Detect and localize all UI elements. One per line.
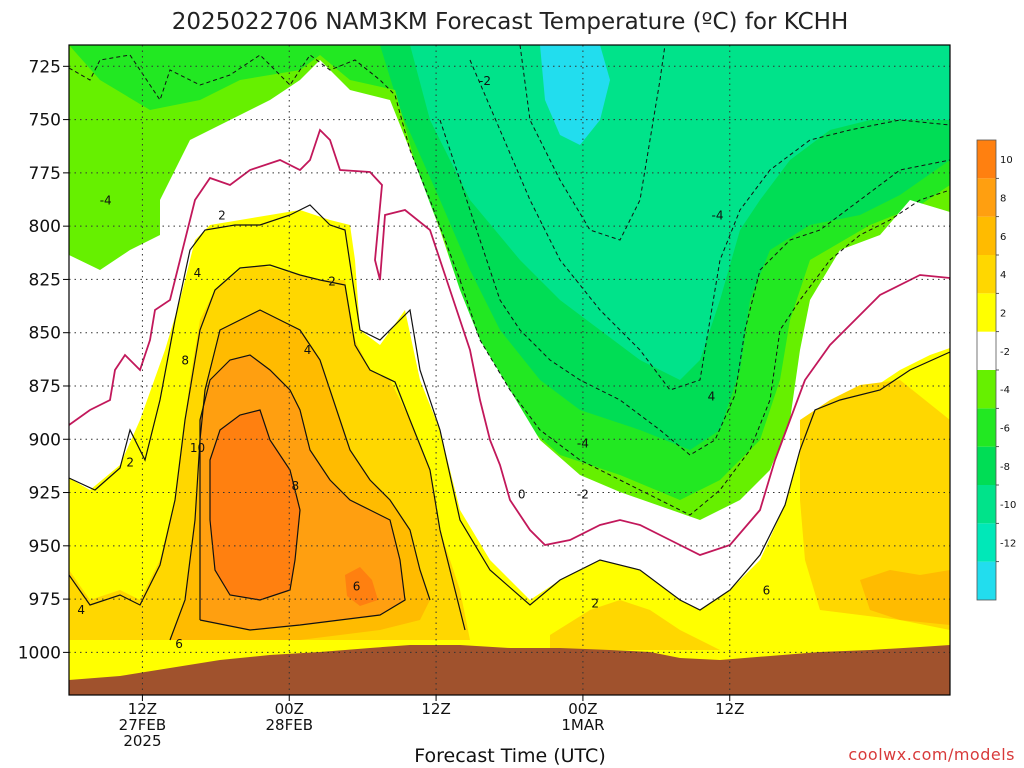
contour-plus-8 bbox=[199, 354, 406, 631]
y-tick-label: 825 bbox=[29, 270, 61, 290]
contour-label: -4 bbox=[100, 194, 112, 208]
colorbar-swatch bbox=[977, 140, 996, 179]
contour-label: 2 bbox=[591, 596, 599, 610]
contour-label: 8 bbox=[181, 353, 189, 367]
x-tick-label: 1MAR bbox=[561, 716, 604, 734]
x-tick-label: 2025 bbox=[123, 732, 161, 750]
contour-label: 8 bbox=[292, 479, 300, 493]
colorbar: 10 8 6 4 2 -2 -4 -6 -8 -10 -12 bbox=[976, 139, 1016, 601]
chart-title: 2025022706 NAM3KM Forecast Temperature (… bbox=[172, 9, 849, 35]
colorbar-swatch bbox=[977, 331, 996, 370]
colorbar-swatch bbox=[977, 178, 996, 217]
y-tick-label: 725 bbox=[29, 57, 61, 77]
x-tick-label: 12Z bbox=[421, 700, 450, 718]
contour-label: 4 bbox=[304, 343, 312, 357]
grid-lines bbox=[69, 45, 950, 695]
y-tick-label: 750 bbox=[29, 111, 61, 131]
contour-label: 4 bbox=[194, 266, 202, 280]
colorbar-tick-label: -10 bbox=[1000, 500, 1016, 511]
x-tick-label: 00Z bbox=[275, 700, 304, 718]
colorbar-tick-label: 6 bbox=[1000, 232, 1006, 243]
colorbar-tick-label: -2 bbox=[1000, 347, 1010, 358]
temperature-field bbox=[69, 45, 950, 695]
contour-minus-4 bbox=[439, 119, 950, 456]
colorbar-tick-label: -12 bbox=[1000, 539, 1016, 550]
contour-label: -2 bbox=[479, 74, 491, 88]
band-plus-6-right bbox=[860, 570, 950, 625]
y-tick-label: 950 bbox=[29, 537, 61, 557]
colorbar-tick-label: 10 bbox=[1000, 155, 1013, 166]
band-plus-4-lower bbox=[550, 600, 720, 650]
plot-frame bbox=[68, 44, 951, 696]
colorbar-swatch bbox=[977, 408, 996, 447]
contour-plus-6 bbox=[169, 309, 431, 641]
colorbar-tick-label: -6 bbox=[1000, 424, 1010, 435]
x-tick-label: 28FEB bbox=[266, 716, 313, 734]
colorbar-swatch bbox=[977, 446, 996, 485]
contour-label: 4 bbox=[708, 390, 716, 404]
y-tick-label: 900 bbox=[29, 430, 61, 450]
contour-zero bbox=[69, 128, 950, 556]
colorbar-tick-label: 4 bbox=[1000, 270, 1006, 281]
colorbar-tick-label: 8 bbox=[1000, 194, 1006, 205]
y-tick-label: 875 bbox=[29, 377, 61, 397]
contour-label: 2 bbox=[328, 275, 336, 289]
terrain bbox=[69, 645, 950, 695]
colorbar-swatch bbox=[977, 255, 996, 294]
y-tick-label: 850 bbox=[29, 324, 61, 344]
contour-label: 2 bbox=[218, 208, 226, 222]
colorbar-swatch bbox=[977, 293, 996, 332]
contour-label: -2 bbox=[577, 488, 589, 502]
contour-minus-8 bbox=[519, 45, 666, 241]
contour-minus-6 bbox=[469, 59, 950, 391]
contour-plus-4 bbox=[69, 264, 466, 631]
contour-label: -4 bbox=[712, 208, 724, 222]
contour-label: -4 bbox=[577, 437, 589, 451]
band-plus-10 bbox=[210, 410, 300, 600]
contour-label: 4 bbox=[77, 603, 85, 617]
contour-plus-10 bbox=[209, 409, 301, 601]
band-plus-4-right bbox=[800, 380, 950, 630]
band-plus-10-b bbox=[345, 567, 378, 606]
x-tick-label: 00Z bbox=[568, 700, 597, 718]
colorbar-tick-label: 2 bbox=[1000, 309, 1006, 320]
y-tick-label: 1000 bbox=[18, 643, 61, 663]
contour-label: 6 bbox=[353, 579, 361, 593]
colorbar-swatch bbox=[977, 523, 996, 562]
y-tick-label: 775 bbox=[29, 164, 61, 184]
colorbar-swatch bbox=[977, 370, 996, 409]
y-tick-label: 800 bbox=[29, 217, 61, 237]
contour-minus-2 bbox=[69, 54, 950, 516]
contour-label: 10 bbox=[190, 441, 205, 455]
x-tick-label: 12Z bbox=[128, 700, 157, 718]
colorbar-swatch bbox=[977, 561, 996, 600]
x-axis-label: Forecast Time (UTC) bbox=[414, 745, 605, 767]
credit-link[interactable]: coolwx.com/models bbox=[848, 745, 1015, 764]
contour-label: 0 bbox=[518, 488, 526, 502]
x-tick-label: 12Z bbox=[715, 700, 744, 718]
contour-plus-2 bbox=[69, 204, 950, 611]
contour-label: 6 bbox=[175, 637, 183, 651]
y-tick-label: 975 bbox=[29, 590, 61, 610]
colorbar-tick-label: -4 bbox=[1000, 385, 1010, 396]
y-axis: 725 750 775 800 825 850 875 900 925 950 975 1000 bbox=[18, 57, 69, 663]
x-tick-label: 27FEB bbox=[119, 716, 166, 734]
contour-label: 2 bbox=[126, 456, 134, 470]
contour-labels: -2 -4 2 4 2 8 10 4 6 2 4 8 6 0 -4 -2 2 4 6 -4 bbox=[77, 74, 770, 651]
colorbar-tick-label: -8 bbox=[1000, 462, 1010, 473]
contour-label: 6 bbox=[763, 584, 771, 598]
y-tick-label: 925 bbox=[29, 484, 61, 504]
colorbar-swatch bbox=[977, 485, 996, 524]
colorbar-swatch bbox=[977, 216, 996, 255]
